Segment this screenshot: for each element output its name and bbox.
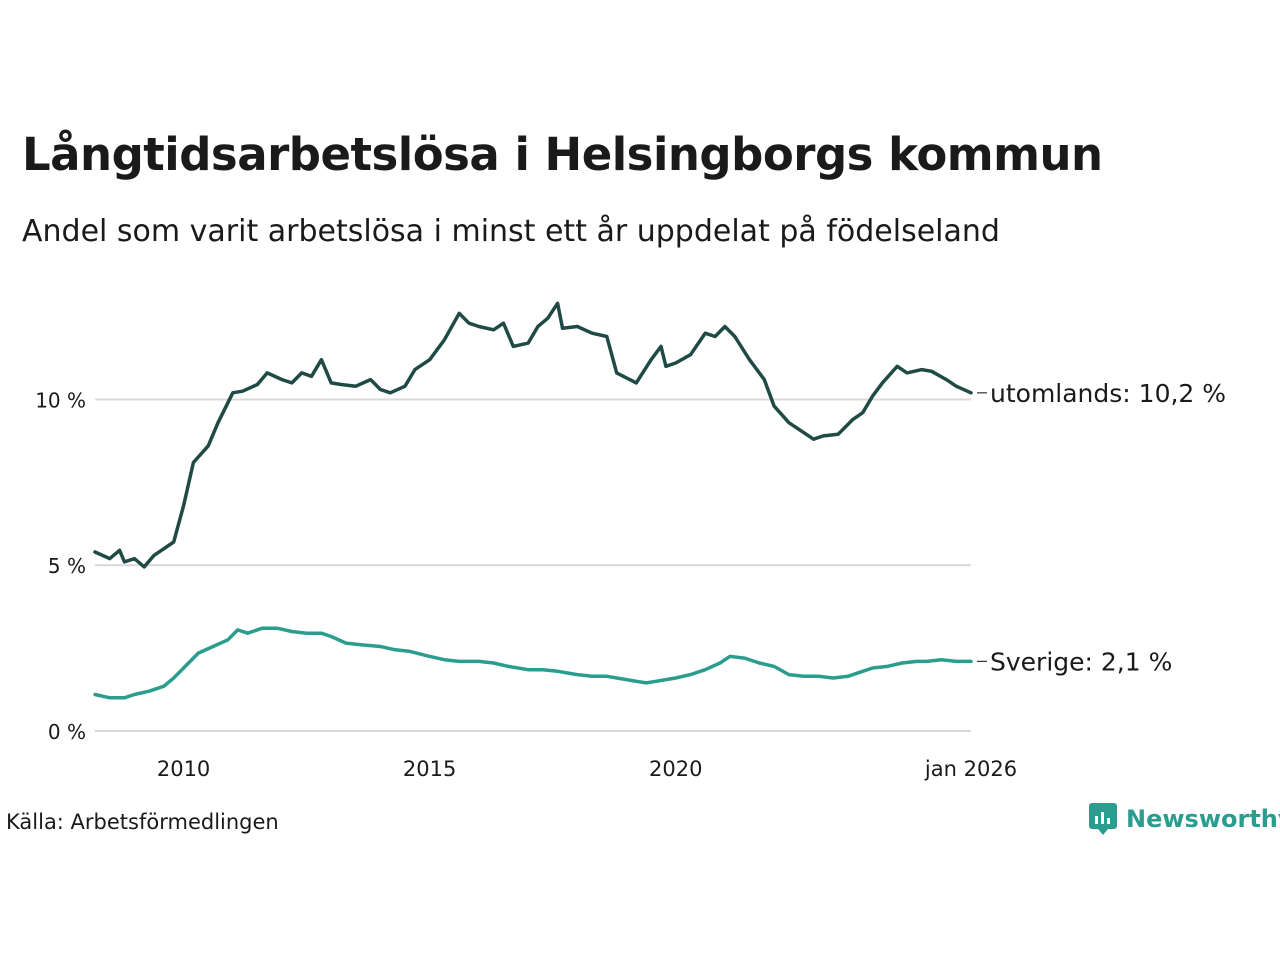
series-end-label: Sverige: 2,1 % <box>990 647 1172 676</box>
y-tick-label: 10 % <box>35 388 86 412</box>
newsworthy-icon <box>1089 803 1117 835</box>
x-tick-label: 2015 <box>403 757 456 781</box>
chart-title: Långtidsarbetslösa i Helsingborgs kommun <box>22 128 1103 181</box>
series-end-label: utomlands: 10,2 % <box>990 379 1226 408</box>
source-note: Källa: Arbetsförmedlingen <box>6 810 279 834</box>
brand-logo: Newsworthy <box>1088 802 1280 836</box>
y-tick-label: 5 % <box>48 554 86 578</box>
series-line-sverige <box>93 626 973 700</box>
chart-subtitle: Andel som varit arbetslösa i minst ett å… <box>22 214 1000 249</box>
x-tick-label: 2010 <box>157 757 210 781</box>
x-tick-label: 2020 <box>649 757 702 781</box>
y-tick-label: 0 % <box>48 720 86 744</box>
brand-name: Newsworthy <box>1126 805 1280 833</box>
x-tick-label: jan 2026 <box>924 757 1017 781</box>
series-line-utomlands <box>93 301 973 569</box>
